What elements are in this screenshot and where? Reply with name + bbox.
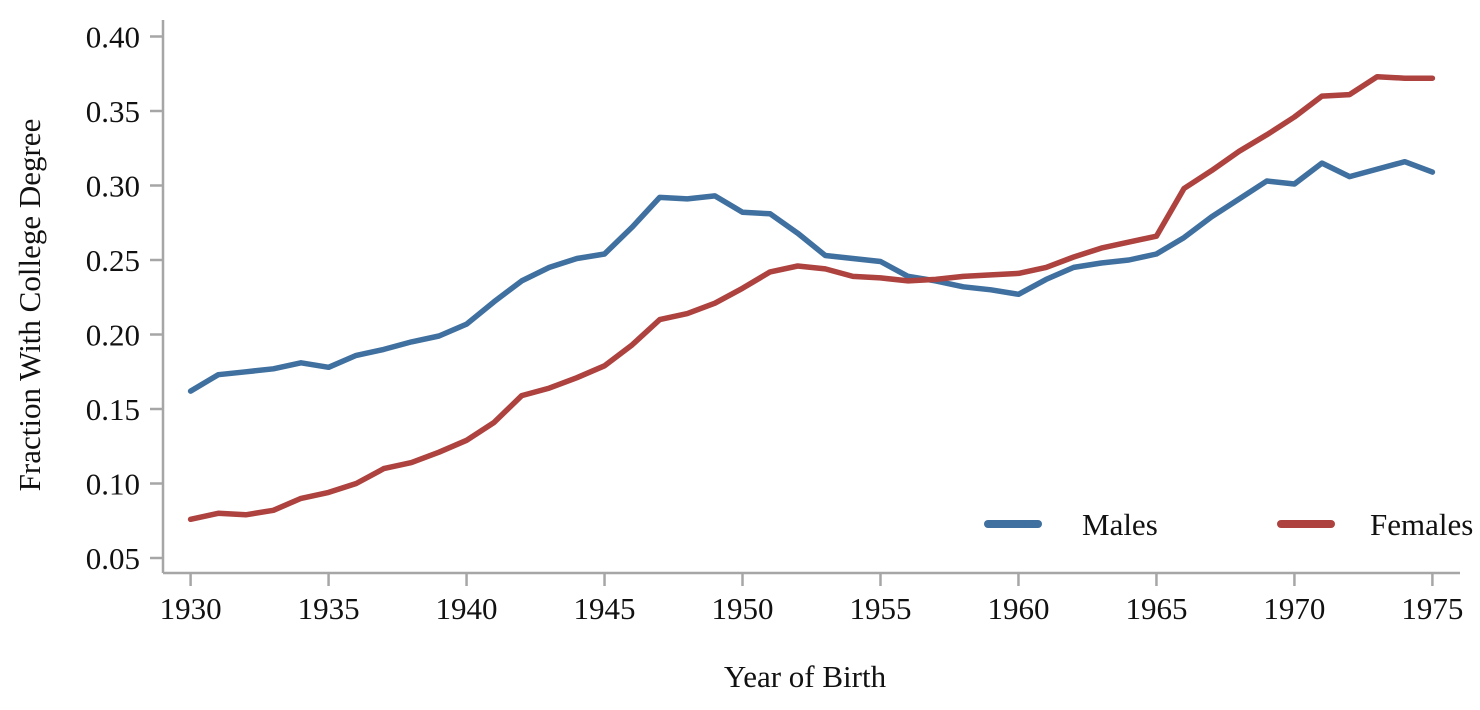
- x-tick-label: 1930: [160, 591, 222, 626]
- x-axis-title: Year of Birth: [724, 659, 887, 694]
- y-tick-label: 0.30: [86, 169, 140, 204]
- axes: [150, 20, 1460, 586]
- y-tick-label: 0.25: [86, 243, 140, 278]
- y-tick-label: 0.40: [86, 20, 140, 55]
- x-tick-label: 1965: [1125, 591, 1187, 626]
- x-tick-label: 1960: [987, 591, 1049, 626]
- x-tick-label: 1940: [436, 591, 498, 626]
- x-tick-label: 1970: [1263, 591, 1325, 626]
- x-tick-label: 1950: [712, 591, 774, 626]
- y-tick-label: 0.05: [86, 541, 140, 576]
- y-tick-label: 0.20: [86, 318, 140, 353]
- x-tick-label: 1955: [849, 591, 911, 626]
- y-axis-title: Fraction With College Degree: [12, 119, 47, 492]
- y-tick-label: 0.15: [86, 392, 140, 427]
- tick-labels: 0.05 0.10 0.15 0.20 0.25 0.30 0.35 0.40 1930 1935…: [86, 20, 1464, 627]
- males-line: [187, 158, 1436, 394]
- y-tick-label: 0.10: [86, 467, 140, 502]
- y-tick-label: 0.35: [86, 94, 140, 129]
- x-tick-label: 1975: [1401, 591, 1463, 626]
- females-line: [187, 73, 1436, 523]
- axis-spines: [161, 20, 1460, 575]
- series-lines: [187, 73, 1436, 523]
- legend: Males Females: [984, 507, 1473, 542]
- x-tick-label: 1945: [574, 591, 636, 626]
- legend-label-females: Females: [1370, 507, 1473, 542]
- legend-label-males: Males: [1082, 507, 1158, 542]
- x-tick-label: 1935: [298, 591, 360, 626]
